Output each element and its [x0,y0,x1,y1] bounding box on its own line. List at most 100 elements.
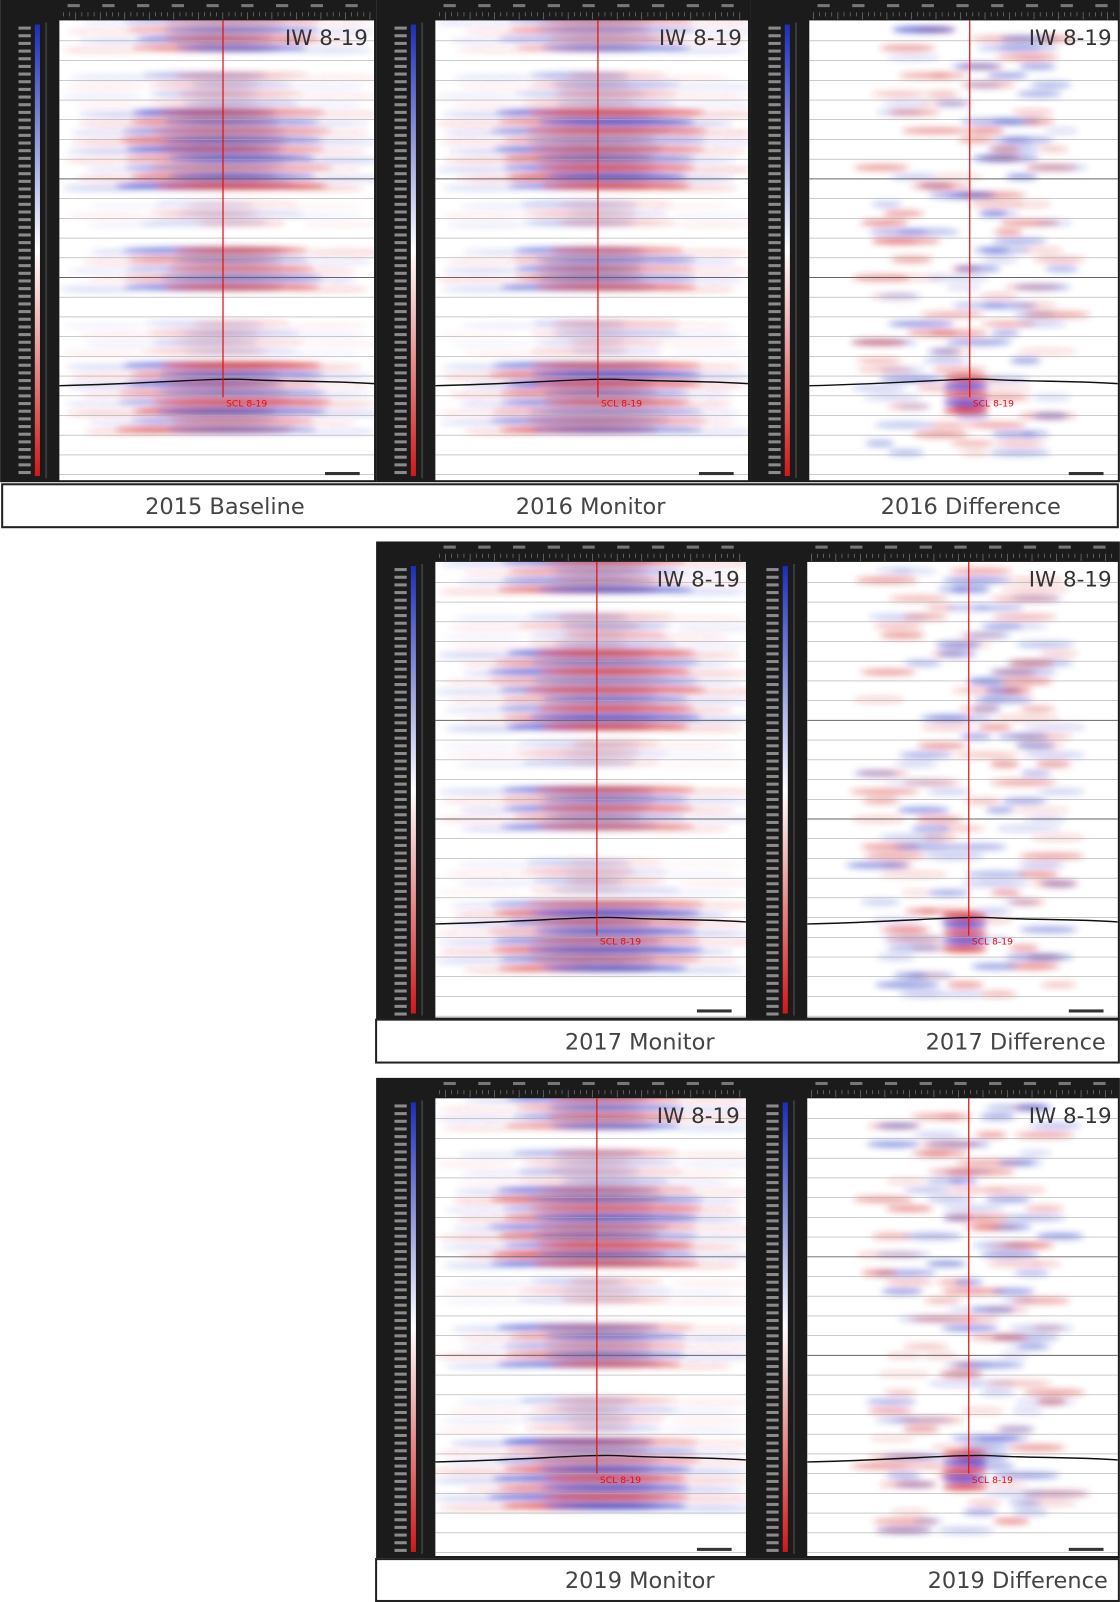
reflector-tail [435,689,517,694]
axis-label [394,867,406,870]
reflector-tail [439,1107,521,1112]
reflector [958,137,994,144]
trace-label: SCL 8-19 [601,399,642,410]
reflector [877,1123,919,1130]
seismic-panel: SCL 8-19IW 8-19 [748,1078,1120,1558]
depth-axis [795,22,797,478]
reflector-tail [291,259,373,264]
reflector [174,256,309,263]
ruler-label [478,546,490,549]
reflector [892,568,937,575]
axis-label [766,1403,778,1406]
reflector [879,871,947,878]
axis-label [766,829,778,832]
axis-label [394,364,406,367]
reflector [1021,118,1055,125]
reflector [947,284,981,291]
axis-label [394,1511,406,1514]
axis-label [19,364,31,367]
axis-label [766,1150,778,1153]
axis-label [394,402,406,405]
reflector-tail [449,699,531,704]
ruler-label [1095,4,1107,7]
axis-label [768,241,780,244]
axis-label [19,379,31,382]
reflector-tail [461,323,543,328]
axis-label [768,410,780,413]
reflector [1037,788,1084,795]
reflector-tail [435,958,517,963]
reflector [897,807,950,814]
reflector-tail [655,158,737,163]
axis-label [766,1204,778,1207]
reflector-tail [458,84,540,89]
reflector [533,1223,697,1230]
reflector-tail [649,204,731,209]
reflector [954,752,1019,759]
reflector-tail [442,1245,524,1250]
reflector [1019,862,1065,869]
axis-label [766,990,778,993]
reflector [1002,798,1047,805]
axis-label [766,1250,778,1253]
reflector [982,256,1018,263]
axis-label [768,371,780,374]
reflector [996,825,1061,832]
reflector-tail [446,259,528,264]
axis-label [394,1419,406,1422]
caption: 2017 Monitor [565,1029,715,1055]
reflector-tail [663,922,745,927]
axis-label [768,471,780,474]
reflector-tail [280,365,362,370]
reflector-tail [459,402,541,407]
reflector-tail [667,93,749,98]
well-label: IW 8-19 [285,26,368,51]
reflector-tail [444,158,526,163]
axis-label [766,698,778,701]
axis-label [394,42,406,45]
reflector [985,1196,1031,1203]
reflector [952,63,1002,70]
reflector-tail [445,753,527,758]
axis-label [394,982,406,985]
axis-label [766,1541,778,1544]
reflector-tail [88,420,170,425]
axis-label [766,1135,778,1138]
reflector [925,1178,964,1185]
well-label: IW 8-19 [1029,26,1112,51]
reflector-tail [675,1400,757,1405]
axis-label [766,1327,778,1330]
axis-label [394,660,406,663]
reflector-tail [671,213,753,218]
axis-label [394,775,406,778]
axis-label [394,448,406,451]
reflector [880,45,936,52]
reflector-tail [434,1469,516,1474]
reflector [861,1270,897,1277]
axis-label [768,42,780,45]
axis-label [394,1495,406,1498]
reflector [953,844,1006,851]
reflector-tail [668,1496,750,1501]
well-label: IW 8-19 [657,567,740,592]
reflector-tail [84,342,166,347]
axis-label [394,1120,406,1123]
reflector [557,219,676,226]
axis-label [766,568,778,571]
seismic-panel: SCL 8-19IW 8-19 [750,0,1120,482]
ruler-label [241,4,253,7]
reflector [554,91,679,98]
axis-label [19,126,31,129]
axis-label [394,172,406,175]
axis-label [19,440,31,443]
reflector [560,1297,670,1304]
ruler-label [444,546,456,549]
axis-label [19,34,31,37]
axis-label [766,622,778,625]
reflector [878,293,921,300]
axis-label [766,1304,778,1307]
reflector [890,256,932,263]
seismic-panel: SCL 8-19IW 8-19 [376,0,761,482]
reflector-tail [304,250,386,255]
axis-label [394,210,406,213]
